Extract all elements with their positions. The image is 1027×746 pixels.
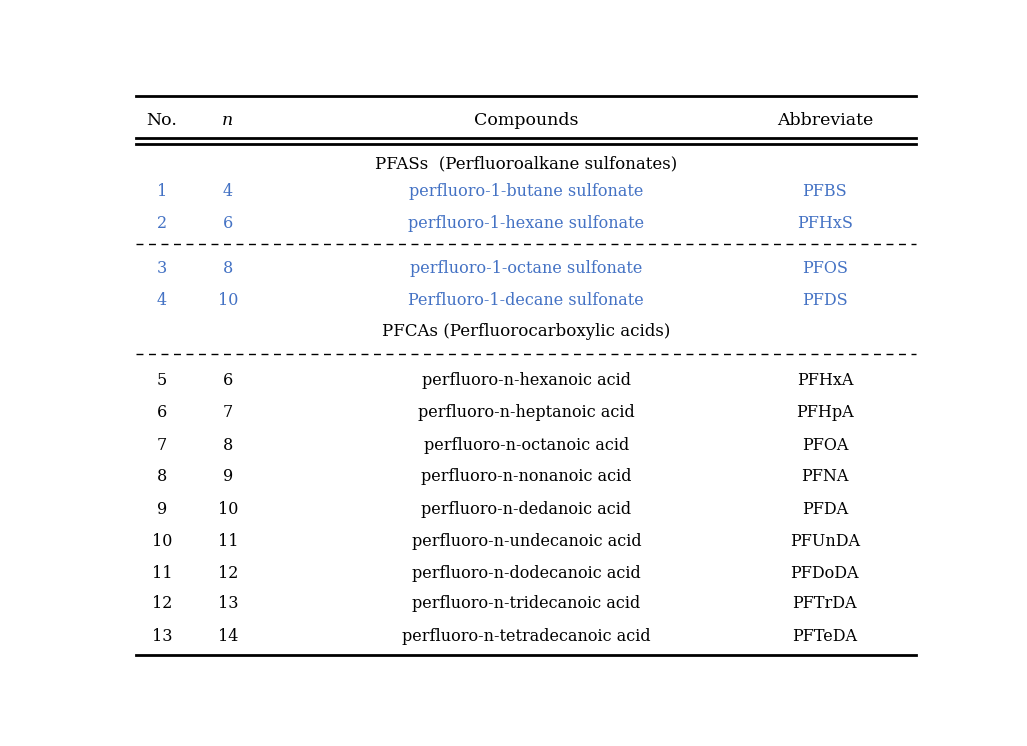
Text: PFCAs (Perfluorocarboxylic acids): PFCAs (Perfluorocarboxylic acids): [382, 323, 671, 339]
Text: 1: 1: [157, 183, 167, 200]
Text: perfluoro-n-undecanoic acid: perfluoro-n-undecanoic acid: [412, 533, 641, 550]
Text: PFBS: PFBS: [802, 183, 847, 200]
Text: 4: 4: [223, 183, 233, 200]
Text: 4: 4: [157, 292, 166, 309]
Text: Perfluoro-1-decane sulfonate: Perfluoro-1-decane sulfonate: [409, 292, 644, 309]
Text: PFTeDA: PFTeDA: [792, 627, 858, 645]
Text: 10: 10: [152, 533, 172, 550]
Text: No.: No.: [147, 112, 178, 129]
Text: 12: 12: [218, 565, 238, 582]
Text: 2: 2: [157, 215, 166, 232]
Text: 12: 12: [152, 595, 172, 612]
Text: 10: 10: [218, 292, 238, 309]
Text: PFDoDA: PFDoDA: [791, 565, 859, 582]
Text: PFUnDA: PFUnDA: [790, 533, 860, 550]
Text: Compounds: Compounds: [474, 112, 578, 129]
Text: 11: 11: [218, 533, 238, 550]
Text: 3: 3: [157, 260, 167, 277]
Text: PFHxA: PFHxA: [797, 372, 853, 389]
Text: perfluoro-1-octane sulfonate: perfluoro-1-octane sulfonate: [410, 260, 643, 277]
Text: 8: 8: [157, 468, 167, 486]
Text: Abbreviate: Abbreviate: [776, 112, 873, 129]
Text: 13: 13: [218, 595, 238, 612]
Text: PFHxS: PFHxS: [797, 215, 852, 232]
Text: 8: 8: [223, 436, 233, 454]
Text: 6: 6: [157, 404, 167, 421]
Text: PFNA: PFNA: [801, 468, 848, 486]
Text: perfluoro-n-octanoic acid: perfluoro-n-octanoic acid: [424, 436, 629, 454]
Text: perfluoro-n-hexanoic acid: perfluoro-n-hexanoic acid: [422, 372, 631, 389]
Text: perfluoro-n-nonanoic acid: perfluoro-n-nonanoic acid: [421, 468, 632, 486]
Text: 8: 8: [223, 260, 233, 277]
Text: PFDS: PFDS: [802, 292, 847, 309]
Text: PFDA: PFDA: [802, 501, 848, 518]
Text: PFOS: PFOS: [802, 260, 847, 277]
Text: perfluoro-n-heptanoic acid: perfluoro-n-heptanoic acid: [418, 404, 635, 421]
Text: perfluoro-n-dodecanoic acid: perfluoro-n-dodecanoic acid: [412, 565, 641, 582]
Text: 7: 7: [157, 436, 167, 454]
Text: 7: 7: [223, 404, 233, 421]
Text: 9: 9: [157, 501, 167, 518]
Text: PFHpA: PFHpA: [796, 404, 853, 421]
Text: 14: 14: [218, 627, 238, 645]
Text: perfluoro-1-hexane sulfonate: perfluoro-1-hexane sulfonate: [409, 215, 644, 232]
Text: 9: 9: [223, 468, 233, 486]
Text: n: n: [222, 112, 233, 129]
Text: PFASs  (Perfluoroalkane sulfonates): PFASs (Perfluoroalkane sulfonates): [375, 155, 678, 172]
Text: 10: 10: [218, 501, 238, 518]
Text: perfluoro-n-tridecanoic acid: perfluoro-n-tridecanoic acid: [412, 595, 641, 612]
Text: perfluoro-1-butane sulfonate: perfluoro-1-butane sulfonate: [409, 183, 644, 200]
Text: perfluoro-n-tetradecanoic acid: perfluoro-n-tetradecanoic acid: [402, 627, 651, 645]
Text: 11: 11: [152, 565, 173, 582]
Text: PFOA: PFOA: [802, 436, 848, 454]
Text: perfluoro-n-dedanoic acid: perfluoro-n-dedanoic acid: [421, 501, 632, 518]
Text: 13: 13: [152, 627, 173, 645]
Text: 6: 6: [223, 372, 233, 389]
Text: 6: 6: [223, 215, 233, 232]
Text: 5: 5: [157, 372, 167, 389]
Text: PFTrDA: PFTrDA: [793, 595, 858, 612]
